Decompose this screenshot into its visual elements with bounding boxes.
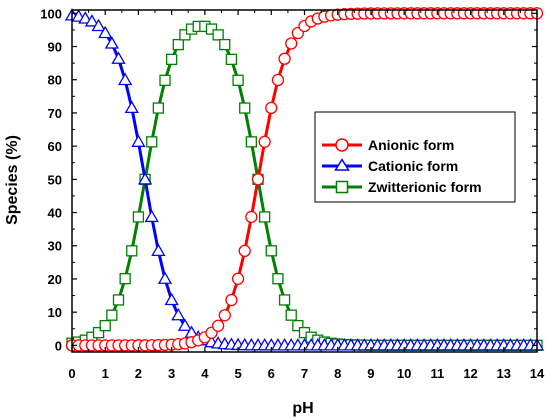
x-tick-label-3: 3 xyxy=(168,366,175,381)
x-tick-label-7: 7 xyxy=(301,366,308,381)
data-point-cationic-6 xyxy=(104,36,119,49)
data-point-zwitterionic-14 xyxy=(159,74,171,86)
x-tick-label-11: 11 xyxy=(430,366,444,381)
x-axis-title: pH xyxy=(292,400,313,417)
data-point-cationic-4 xyxy=(91,18,106,32)
data-point-anionic-28 xyxy=(251,173,265,186)
data-point-zwitterionic-10 xyxy=(132,211,145,223)
y-tick-label-50: 50 xyxy=(48,172,62,187)
data-point-zwitterionic-7 xyxy=(112,294,125,306)
data-point-zwitterionic-24 xyxy=(225,53,238,66)
x-tick-label-14: 14 xyxy=(530,366,545,381)
data-point-zwitterionic-31 xyxy=(272,273,284,285)
legend-marker-anionic xyxy=(335,138,349,152)
data-point-zwitterionic-32 xyxy=(278,294,291,306)
data-point-zwitterionic-16 xyxy=(172,38,184,51)
y-tick-label-70: 70 xyxy=(48,106,62,121)
x-tick-label-9: 9 xyxy=(367,366,374,381)
data-point-cationic-15 xyxy=(164,292,179,306)
data-point-anionic-27 xyxy=(245,210,258,224)
data-point-anionic-30 xyxy=(265,101,278,115)
y-tick-label-40: 40 xyxy=(48,206,62,221)
data-point-zwitterionic-22 xyxy=(212,29,224,41)
data-point-anionic-32 xyxy=(278,52,291,65)
data-point-anionic-29 xyxy=(258,135,271,148)
data-point-zwitterionic-15 xyxy=(165,53,178,66)
data-point-zwitterionic-9 xyxy=(126,245,138,257)
data-point-zwitterionic-17 xyxy=(179,29,191,41)
y-tick-label-20: 20 xyxy=(48,272,62,287)
y-tick-label-0: 0 xyxy=(55,338,62,353)
data-point-anionic-26 xyxy=(238,244,251,258)
data-point-zwitterionic-13 xyxy=(152,102,165,114)
y-tick-label-30: 30 xyxy=(48,239,62,254)
legend-entry-cationic: Cationic form xyxy=(322,158,458,174)
x-tick-label-5: 5 xyxy=(234,366,241,381)
legend-marker-zwitterionic xyxy=(335,180,349,194)
legend: Anionic form Cationic form Zwitterionic … xyxy=(314,111,516,203)
data-point-anionic-25 xyxy=(231,272,245,285)
data-point-anionic-23 xyxy=(218,309,231,322)
data-point-cationic-2 xyxy=(78,11,93,24)
data-point-cationic-7 xyxy=(111,51,126,64)
x-tick-label-0: 0 xyxy=(68,366,75,381)
x-tick-label-1: 1 xyxy=(102,366,109,381)
data-point-cationic-17 xyxy=(177,318,193,331)
legend-label-zwitterionic: Zwitterionic form xyxy=(368,179,482,195)
y-tick-label-100: 100 xyxy=(40,6,62,21)
data-point-zwitterionic-6 xyxy=(106,309,118,321)
data-point-zwitterionic-5 xyxy=(99,320,111,332)
y-tick-label-60: 60 xyxy=(48,139,62,154)
data-point-zwitterionic-33 xyxy=(285,309,297,321)
data-point-anionic-24 xyxy=(225,293,238,307)
data-point-cationic-16 xyxy=(171,307,186,321)
data-point-zwitterionic-4 xyxy=(92,326,105,339)
data-point-zwitterionic-29 xyxy=(258,211,271,223)
data-point-cationic-14 xyxy=(157,271,173,284)
data-point-cationic-11 xyxy=(137,172,153,185)
data-point-zwitterionic-8 xyxy=(119,273,131,285)
x-tick-label-10: 10 xyxy=(397,366,411,381)
data-point-cationic-10 xyxy=(131,134,146,147)
data-point-zwitterionic-34 xyxy=(292,320,304,332)
y-axis-title: Species (%) xyxy=(4,135,21,225)
data-point-anionic-33 xyxy=(285,37,298,50)
data-point-anionic-22 xyxy=(211,319,225,332)
x-tick-label-12: 12 xyxy=(463,366,477,381)
data-point-zwitterionic-23 xyxy=(219,38,231,51)
data-point-zwitterionic-12 xyxy=(146,136,158,148)
data-point-cationic-9 xyxy=(124,100,139,114)
y-tick-label-90: 90 xyxy=(48,40,62,55)
x-tick-label-13: 13 xyxy=(497,366,511,381)
data-point-zwitterionic-30 xyxy=(265,245,277,257)
x-tick-label-4: 4 xyxy=(201,366,209,381)
data-point-zwitterionic-26 xyxy=(239,102,251,114)
data-point-anionic-31 xyxy=(271,73,285,87)
data-point-zwitterionic-25 xyxy=(232,74,244,86)
legend-label-anionic: Anionic form xyxy=(368,137,454,153)
legend-entry-anionic: Anionic form xyxy=(322,137,454,153)
legend-entry-zwitterionic: Zwitterionic form xyxy=(322,179,482,195)
legend-label-cationic: Cationic form xyxy=(368,158,458,174)
data-point-cationic-5 xyxy=(98,25,113,39)
y-tick-label-10: 10 xyxy=(48,305,62,320)
data-point-cationic-12 xyxy=(144,209,159,223)
data-point-zwitterionic-21 xyxy=(205,23,218,35)
x-tick-label-2: 2 xyxy=(135,366,142,381)
data-point-cationic-8 xyxy=(118,72,133,86)
legend-marker-cationic xyxy=(334,158,350,171)
data-point-cationic-3 xyxy=(84,14,100,27)
ticks-layer: 0 1 2 3 4 5 6 7 8 9 10 11 12 13 1401020304050607080901… xyxy=(40,6,545,381)
y-tick-label-80: 80 xyxy=(48,73,62,88)
x-tick-label-6: 6 xyxy=(268,366,275,381)
data-point-cationic-13 xyxy=(151,243,166,257)
x-tick-label-8: 8 xyxy=(334,366,341,381)
data-point-zwitterionic-27 xyxy=(245,136,258,148)
series-cationic xyxy=(64,8,545,351)
